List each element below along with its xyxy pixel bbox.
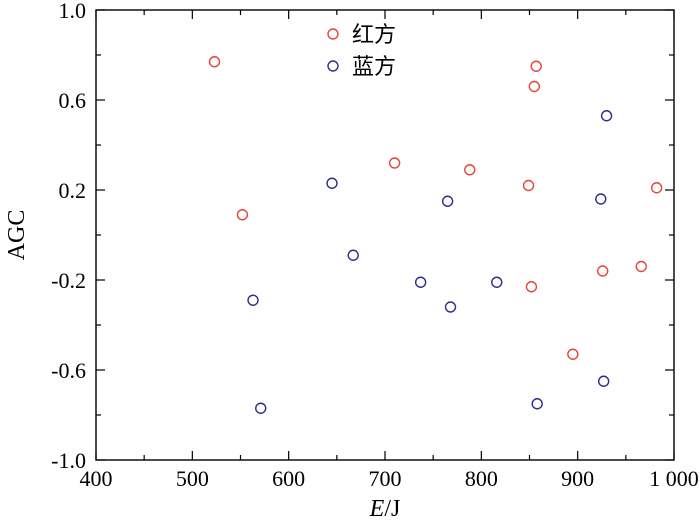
y-tick-label: 0.2 [59,178,87,203]
x-tick-label: 800 [465,466,498,491]
red-point [597,265,609,277]
blue-point [255,402,267,414]
blue-point [444,301,457,313]
blue-point [414,276,427,288]
y-tick-label: -0.2 [51,268,86,293]
red-point [530,60,542,72]
blue-point [441,195,454,207]
blue-point [597,375,610,387]
x-tick-label: 700 [369,466,402,491]
red-point [522,179,535,192]
red-point [388,157,401,169]
blue-point [595,193,607,205]
red-point [464,164,476,176]
y-axis-label: AGC [4,210,30,261]
legend-label-red: 红方 [352,23,396,48]
legend-marker-red [327,28,339,40]
x-tick-label: 900 [561,466,594,491]
legend-label-blue: 蓝方 [352,55,396,80]
blue-point [326,177,338,189]
red-point [567,348,579,360]
x-axis-unit: /J [384,496,400,522]
legend-marker-blue [327,60,339,72]
red-point [208,56,221,68]
red-point [236,209,249,221]
blue-point [347,249,359,261]
blue-point [247,294,259,306]
red-point [635,260,647,273]
x-axis-label: E/J [369,496,401,522]
red-point [528,80,541,93]
y-tick-label: -1.0 [51,448,86,473]
x-tick-label: 500 [176,466,209,491]
red-point [525,281,538,293]
y-tick-label: -0.6 [51,358,86,383]
blue-point [600,110,613,122]
data-points [208,56,663,414]
blue-point [491,276,503,288]
blue-point [531,398,543,410]
red-point [650,182,663,194]
x-tick-label: 1 000 [649,466,699,491]
axis-ticks [95,9,675,461]
y-tick-label: 1.0 [59,0,87,23]
y-tick-labels: -1.0 -0.6 -0.2 0.2 0.6 1.0 [51,0,86,473]
x-tick-label: 400 [80,466,113,491]
x-tick-labels: 400 500 600 700 800 900 1 000 [80,466,699,491]
x-axis-variable: E [369,496,385,522]
y-tick-label: 0.6 [59,88,87,113]
legend: 红方 蓝方 [327,23,396,80]
x-tick-label: 600 [272,466,305,491]
